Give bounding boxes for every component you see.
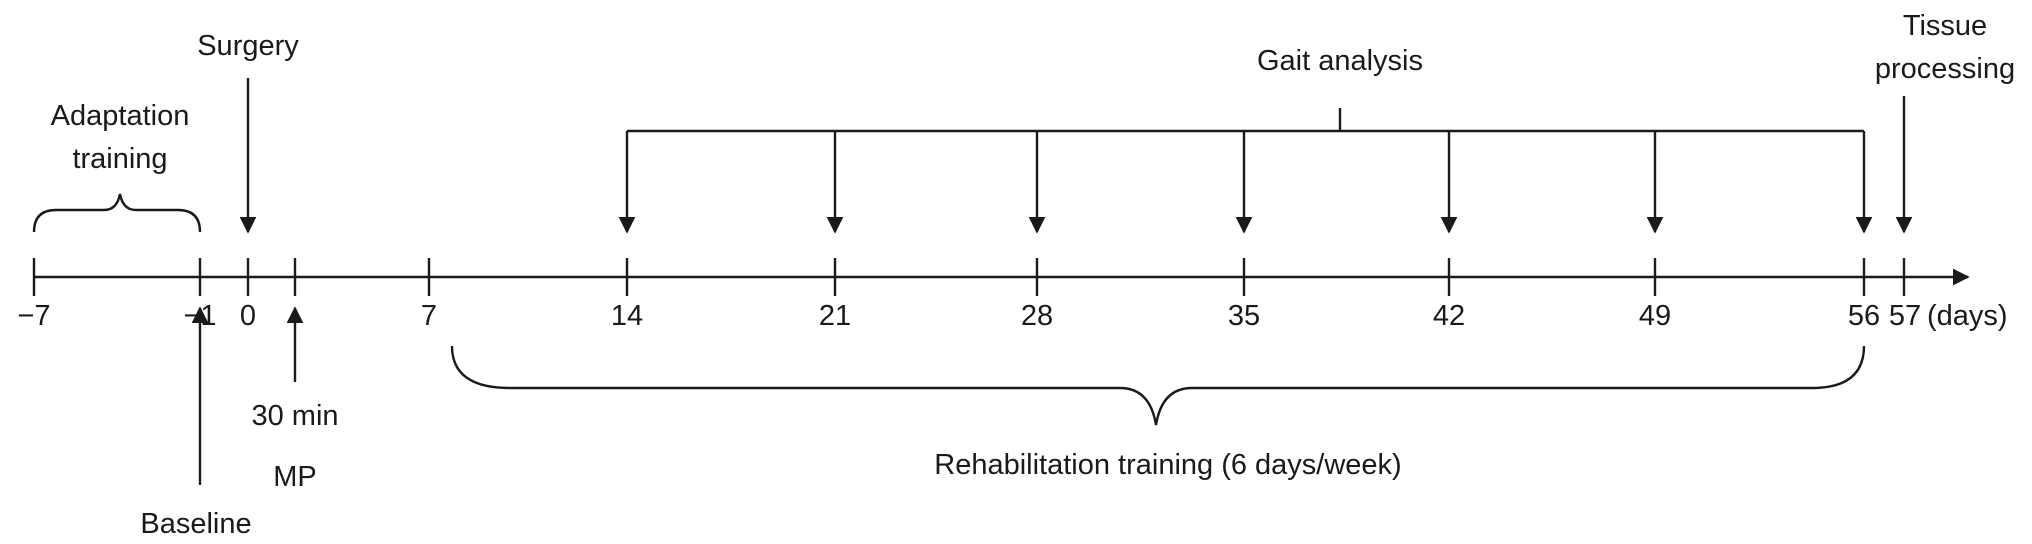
tick-labels: −7 −1 0 7 14 21 28 35 42 49 56 57 <box>17 300 1921 332</box>
rehabilitation-brace <box>450 345 1866 426</box>
tissue-processing-label-line1: Tissue <box>1903 10 1987 42</box>
adaptation-training-label-line2: training <box>72 143 167 175</box>
axis-ticks <box>32 258 1906 296</box>
gait-analysis-label: Gait analysis <box>1257 45 1423 77</box>
tick-label-7: 7 <box>421 300 437 332</box>
unit-label-days: (days) <box>1927 300 2008 332</box>
mp-label: MP <box>273 461 317 493</box>
rehabilitation-training-label: Rehabilitation training (6 days/week) <box>934 449 1401 481</box>
baseline-label: Baseline <box>140 508 251 540</box>
tick-label-14: 14 <box>611 300 643 332</box>
adaptation-training-label-line1: Adaptation <box>51 100 190 132</box>
surgery-label: Surgery <box>197 30 299 62</box>
adaptation-brace <box>32 193 202 233</box>
tissue-processing-label-line2: processing <box>1875 53 2015 85</box>
tick-label-0: 0 <box>240 300 256 332</box>
tick-label-56: 56 <box>1848 300 1880 332</box>
mp-time-label: 30 min <box>251 400 338 432</box>
tick-label-35: 35 <box>1228 300 1260 332</box>
tick-label-57: 57 <box>1889 300 1921 332</box>
tick-label-21: 21 <box>819 300 851 332</box>
gait-analysis-arrows <box>618 131 1873 234</box>
tick-label-minus7: −7 <box>17 300 50 332</box>
tick-label-42: 42 <box>1433 300 1465 332</box>
tick-label-49: 49 <box>1639 300 1671 332</box>
tick-label-28: 28 <box>1021 300 1053 332</box>
